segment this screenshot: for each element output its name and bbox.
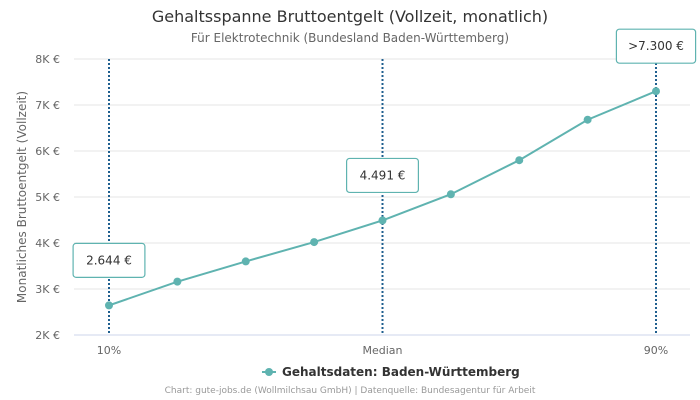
data-point (583, 115, 592, 124)
x-tick-label: 90% (644, 344, 668, 357)
data-point (378, 216, 387, 225)
y-axis-ticks: 2K € 3K € 4K € 5K € 6K € 7K € 8K € (35, 53, 60, 342)
series-line-group (105, 87, 660, 310)
data-point (446, 190, 455, 199)
percentile-marker-lines (108, 59, 657, 335)
data-point (241, 257, 250, 266)
annotation-label: 4.491 € (360, 168, 406, 182)
legend-label: Gehaltsdaten: Baden-Württemberg (282, 365, 520, 379)
annotation-box (615, 28, 697, 64)
y-tick-label: 3K € (35, 283, 60, 296)
data-point (652, 87, 660, 96)
annotation-callout: 4.491 € (346, 157, 420, 194)
annotation-box (72, 242, 146, 278)
y-tick-label: 2K € (35, 329, 60, 342)
y-tick-label: 7K € (35, 99, 60, 112)
annotation-label: 2.644 € (86, 253, 132, 267)
annotation-callout: 2.644 € (72, 242, 146, 278)
chart-subtitle: Für Elektrotechnik (Bundesland Baden-Wür… (190, 31, 510, 45)
chart-title: Gehaltsspanne Bruttoentgelt (Vollzeit, m… (151, 7, 549, 26)
y-tick-label: 6K € (35, 145, 60, 158)
x-axis-ticks: 10% Median 90% (97, 344, 668, 357)
y-axis-label: Monatliches Bruttoentgelt (Vollzeit) (15, 91, 29, 303)
data-point (105, 301, 113, 310)
annotation-label: >7.300 € (628, 39, 684, 53)
value-annotations: 2.644 € 4.491 € >7.300 € (72, 28, 697, 278)
y-tick-label: 5K € (35, 191, 60, 204)
data-point (173, 277, 182, 286)
y-tick-label: 4K € (35, 237, 60, 250)
x-tick-label: Median (362, 344, 402, 357)
legend-dot-icon (265, 368, 273, 376)
chart-credits: Chart: gute-jobs.de (Wollmilchsau GmbH) … (164, 386, 536, 396)
annotation-callout: >7.300 € (615, 28, 697, 64)
x-tick-label: 10% (97, 344, 121, 357)
data-point (515, 156, 524, 165)
legend[interactable]: Gehaltsdaten: Baden-Württemberg (262, 365, 520, 379)
y-tick-label: 8K € (35, 53, 60, 66)
data-point (310, 238, 319, 247)
annotation-box (346, 157, 420, 194)
